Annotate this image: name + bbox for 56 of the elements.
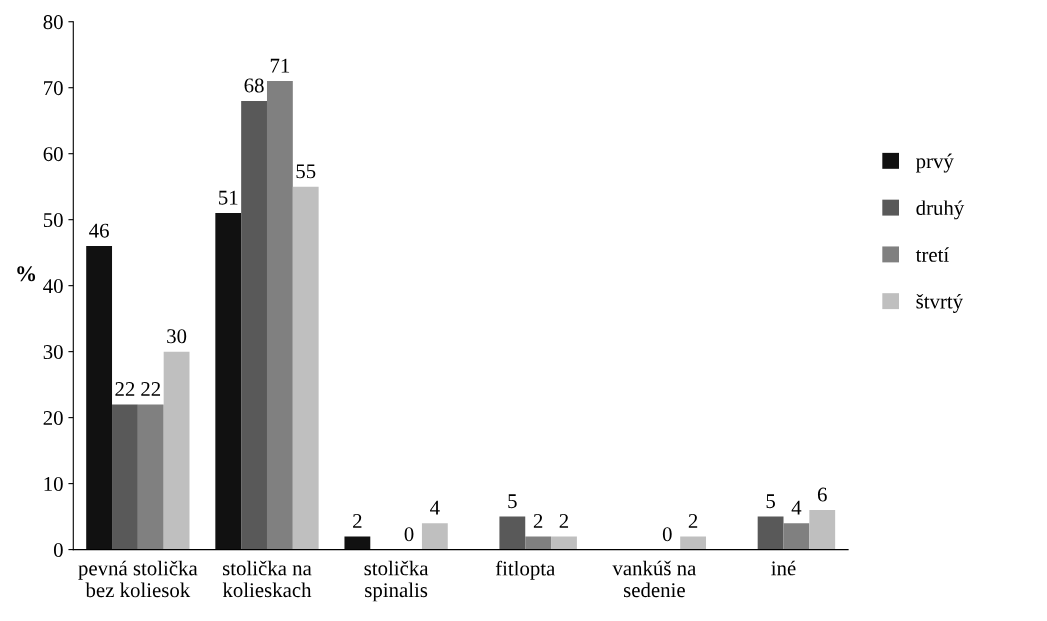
bar — [499, 516, 526, 550]
bar — [137, 404, 164, 550]
bar — [680, 536, 707, 550]
bar — [551, 536, 577, 550]
y-tick-label: 20 — [43, 411, 63, 426]
data-label: 5 — [766, 494, 775, 509]
legend-label: druhý — [916, 200, 965, 220]
data-label: 71 — [270, 58, 290, 73]
bar — [809, 510, 836, 550]
bar — [757, 516, 784, 550]
data-label: 68 — [244, 78, 264, 93]
data-label: 55 — [296, 164, 316, 179]
y-tick-label: 30 — [43, 345, 63, 360]
y-tick-label: 40 — [43, 279, 63, 294]
bar — [266, 81, 293, 550]
data-label: 0 — [662, 527, 672, 542]
data-label: 4 — [430, 500, 440, 515]
data-label: 51 — [219, 190, 238, 205]
bar — [241, 100, 267, 550]
x-tick-label: pevná stolička bez koliesok — [78, 560, 198, 598]
legend-label: štvrtý — [916, 293, 964, 313]
legend-label: tretí — [915, 247, 949, 262]
bar — [344, 536, 371, 550]
x-tick-label: iné — [771, 560, 796, 576]
bar — [292, 186, 319, 550]
data-label: 4 — [791, 500, 802, 515]
bar — [421, 523, 448, 550]
data-label: 2 — [353, 513, 362, 528]
data-label: 22 — [141, 382, 161, 396]
bar — [783, 523, 810, 550]
legend-label: prvý — [915, 153, 954, 173]
x-tick-label: stolička spinalis — [364, 560, 429, 602]
y-tick-label: 50 — [43, 213, 63, 228]
bar — [163, 351, 190, 550]
y-tick-label: 10 — [44, 476, 63, 492]
data-label: 30 — [167, 329, 187, 344]
y-tick-label: 70 — [44, 81, 63, 96]
bar — [86, 246, 113, 550]
data-label: 0 — [404, 527, 414, 542]
data-label: 2 — [533, 513, 543, 528]
x-tick-label: stolička na kolieskach — [222, 560, 312, 598]
x-tick-label: fitlopta — [495, 560, 556, 580]
data-label: 6 — [817, 487, 827, 502]
bar — [112, 404, 138, 550]
bar — [525, 536, 552, 550]
x-tick-label: vankúš na sedenie — [612, 560, 697, 598]
y-tick-label: 60 — [43, 147, 63, 162]
bar — [215, 213, 242, 550]
data-label: 2 — [688, 513, 698, 528]
data-label: 2 — [559, 513, 569, 528]
data-label: 46 — [89, 223, 109, 238]
y-tick-label: 80 — [43, 15, 63, 30]
data-label: 22 — [115, 382, 135, 396]
y-axis-title: % — [17, 266, 36, 282]
data-label: 5 — [508, 494, 517, 509]
y-tick-label: 0 — [53, 542, 63, 558]
